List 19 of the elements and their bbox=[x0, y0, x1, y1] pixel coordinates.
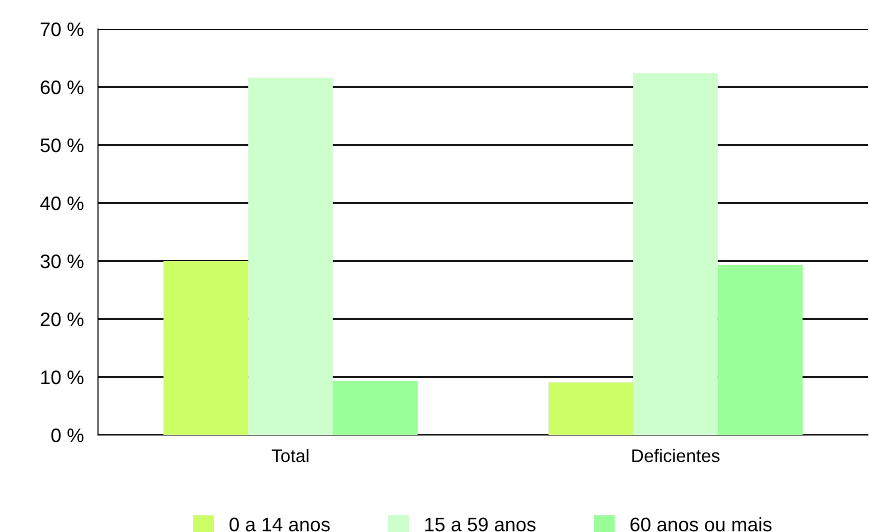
y-tick-label: 70 % bbox=[40, 22, 84, 36]
y-tick-label: 20 % bbox=[40, 312, 84, 326]
bar bbox=[163, 261, 248, 435]
legend-label: 60 anos ou mais bbox=[630, 517, 772, 532]
y-tick-label: 30 % bbox=[40, 254, 84, 268]
y-tick-label: 0 % bbox=[51, 428, 84, 442]
bar bbox=[633, 73, 718, 435]
y-tick-label: 10 % bbox=[41, 370, 84, 384]
x-tick-label: Deficientes bbox=[632, 448, 720, 462]
y-tick-label: 60 % bbox=[40, 80, 84, 94]
legend-label: 0 a 14 anos bbox=[230, 518, 330, 532]
x-tick-label: Total bbox=[272, 448, 308, 462]
bar bbox=[548, 382, 634, 435]
y-tick-label: 40 % bbox=[40, 196, 84, 210]
y-tick-label: 50 % bbox=[40, 138, 84, 152]
legend-label: 15 a 59 anos bbox=[425, 518, 536, 532]
bar bbox=[332, 381, 418, 435]
bar bbox=[248, 78, 333, 435]
bar bbox=[718, 265, 803, 435]
